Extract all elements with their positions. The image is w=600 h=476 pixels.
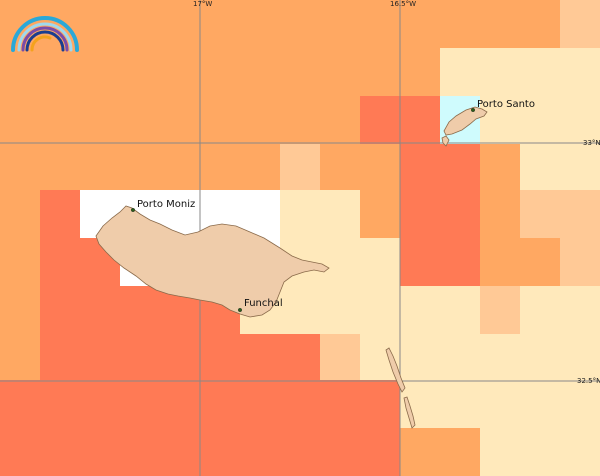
- grid-cell: [320, 334, 360, 380]
- madeira-island: [95, 205, 330, 318]
- grid-cell: [240, 334, 320, 380]
- grid-cell: [480, 428, 600, 476]
- place-label: Porto Santo: [477, 99, 535, 110]
- latitude-label: 32.5°N: [577, 377, 600, 385]
- islet: [441, 135, 450, 147]
- grid-cell: [80, 238, 120, 380]
- latitude-label: 33°N: [583, 139, 600, 147]
- place-marker: [237, 308, 242, 313]
- grid-cell: [480, 286, 520, 334]
- place-porto-santo[interactable]: Porto Santo: [471, 99, 535, 112]
- grid-cell: [520, 144, 600, 190]
- longitude-label: 17°W: [193, 0, 212, 8]
- grid-cell: [520, 190, 600, 238]
- place-label: Funchal: [244, 298, 283, 309]
- grid-cell: [520, 286, 600, 334]
- grid-cell: [360, 238, 400, 286]
- grid-cell: [320, 334, 600, 380]
- grid-cell: [560, 238, 600, 286]
- place-porto-moniz[interactable]: Porto Moniz: [130, 199, 195, 212]
- grid-cell: [240, 286, 480, 334]
- longitude-label: 16.5°W: [390, 0, 416, 8]
- place-funchal[interactable]: Funchal: [237, 298, 283, 313]
- grid-cell: [560, 0, 600, 48]
- rainbow-logo-icon: [11, 16, 79, 52]
- place-marker: [130, 207, 135, 212]
- grid-cell: [400, 380, 600, 428]
- place-marker: [471, 107, 476, 112]
- bugio-island: [403, 396, 416, 429]
- grid-cell: [400, 144, 480, 286]
- porto-santo-island: [443, 106, 488, 136]
- deserta-grande-island: [385, 347, 406, 393]
- grid-cell: [40, 190, 80, 380]
- place-label: Porto Moniz: [137, 199, 195, 210]
- grid-cell: [280, 144, 320, 190]
